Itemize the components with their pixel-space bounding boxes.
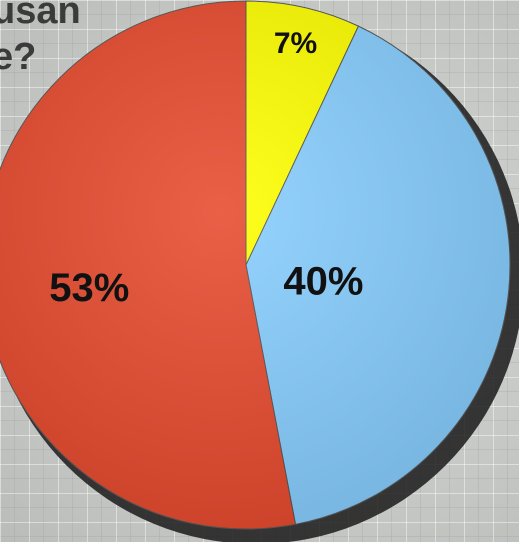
pie-slices xyxy=(0,0,511,530)
pie-labels: 7% 40% 53% xyxy=(49,27,363,310)
pie-slice-label-1: 7% xyxy=(274,27,317,60)
pie-slice-label-3: 53% xyxy=(49,266,129,310)
pie-slice-label-2: 40% xyxy=(283,260,363,304)
